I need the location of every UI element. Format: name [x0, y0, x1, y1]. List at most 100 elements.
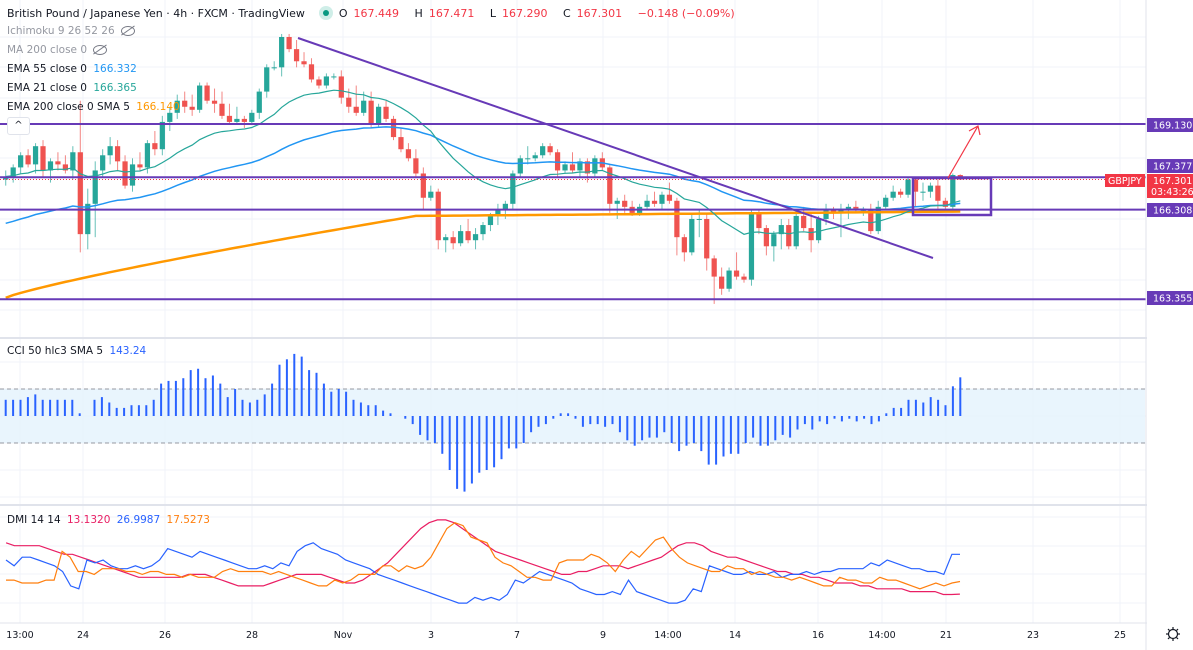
candle[interactable] — [234, 106, 240, 125]
candle[interactable] — [331, 73, 337, 80]
candle[interactable] — [607, 164, 613, 213]
candle[interactable] — [197, 82, 203, 113]
candle[interactable] — [182, 91, 188, 113]
candle[interactable] — [525, 146, 531, 165]
candle[interactable] — [540, 143, 546, 159]
candle[interactable] — [942, 197, 948, 210]
candle[interactable] — [189, 94, 195, 116]
indicator-ema200[interactable]: EMA 200 close 0 SMA 5 166.140 — [7, 101, 180, 113]
symbol-title[interactable]: British Pound / Japanese Yen · 4h · FXCM… — [7, 6, 305, 20]
candle[interactable] — [801, 206, 807, 232]
indicator-ichimoku[interactable]: Ichimoku 9 26 52 26 — [7, 25, 135, 37]
candle[interactable] — [159, 115, 165, 156]
candle[interactable] — [443, 234, 449, 253]
candle[interactable] — [577, 158, 583, 177]
candle[interactable] — [301, 52, 307, 68]
candle[interactable] — [47, 158, 54, 183]
candle[interactable] — [174, 94, 180, 119]
candle[interactable] — [398, 127, 404, 153]
candle[interactable] — [256, 88, 262, 119]
candle[interactable] — [264, 64, 270, 98]
candle[interactable] — [614, 197, 620, 219]
candle[interactable] — [905, 176, 911, 198]
candle[interactable] — [458, 225, 464, 247]
candle[interactable] — [129, 158, 136, 192]
candle[interactable] — [323, 73, 330, 89]
price-pane[interactable] — [0, 33, 1146, 304]
candle[interactable] — [204, 82, 210, 104]
candle[interactable] — [219, 91, 225, 119]
candle[interactable] — [547, 143, 553, 156]
candle[interactable] — [271, 61, 277, 71]
candle[interactable] — [733, 252, 740, 280]
candle[interactable] — [167, 106, 173, 132]
candle[interactable] — [778, 218, 784, 250]
candle[interactable] — [674, 197, 680, 256]
candle[interactable] — [107, 137, 113, 165]
candle[interactable] — [719, 267, 725, 295]
market-status-icon[interactable] — [318, 6, 333, 20]
candle[interactable] — [711, 255, 717, 304]
candle[interactable] — [659, 191, 665, 210]
downtrend-line[interactable] — [297, 37, 934, 259]
candle[interactable] — [435, 188, 441, 250]
candle[interactable] — [815, 215, 822, 244]
consolidation-box[interactable] — [911, 176, 993, 217]
indicator-ma200[interactable]: MA 200 close 0 — [7, 44, 108, 56]
candle[interactable] — [211, 88, 218, 113]
candle[interactable] — [405, 143, 412, 162]
candle[interactable] — [92, 161, 98, 238]
candle[interactable] — [584, 158, 591, 183]
candle[interactable] — [308, 58, 315, 83]
candle[interactable] — [883, 194, 889, 210]
candle[interactable] — [450, 231, 456, 250]
candle[interactable] — [644, 194, 650, 210]
candle[interactable] — [100, 149, 106, 177]
candle[interactable] — [517, 155, 523, 177]
candle[interactable] — [898, 188, 904, 198]
candle[interactable] — [868, 203, 874, 235]
candle[interactable] — [62, 155, 68, 174]
candle[interactable] — [286, 33, 292, 53]
candle[interactable] — [55, 152, 61, 171]
candle[interactable] — [353, 85, 359, 116]
candle[interactable] — [890, 185, 896, 201]
settings-gear-icon[interactable] — [1166, 627, 1180, 641]
candle[interactable] — [689, 212, 695, 256]
candle[interactable] — [875, 200, 881, 235]
candle[interactable] — [390, 115, 397, 141]
candle[interactable] — [249, 109, 255, 125]
candle[interactable] — [10, 164, 16, 183]
candle[interactable] — [726, 267, 732, 292]
candle[interactable] — [25, 149, 31, 168]
candle[interactable] — [681, 234, 687, 262]
candle[interactable] — [361, 91, 367, 116]
candle[interactable] — [32, 143, 39, 174]
candle[interactable] — [748, 209, 755, 286]
hidden-eye-icon[interactable] — [93, 45, 108, 55]
candle[interactable] — [771, 231, 777, 262]
candle[interactable] — [465, 218, 471, 244]
candle[interactable] — [599, 152, 605, 171]
candle[interactable] — [383, 100, 389, 122]
projection-arrow[interactable] — [947, 125, 979, 179]
candle[interactable] — [704, 212, 710, 271]
candle[interactable] — [241, 115, 247, 128]
candle[interactable] — [18, 152, 24, 174]
candle[interactable] — [70, 146, 76, 180]
candle[interactable] — [793, 209, 799, 250]
collapse-legend-button[interactable]: ^ — [7, 117, 30, 135]
candle[interactable] — [666, 182, 673, 204]
cci-legend[interactable]: CCI 50 hlc3 SMA 5 143.24 — [7, 345, 146, 357]
candle[interactable] — [293, 40, 300, 68]
candle[interactable] — [226, 103, 233, 125]
candle[interactable] — [137, 152, 143, 171]
candle[interactable] — [592, 155, 598, 177]
candle[interactable] — [480, 222, 486, 241]
candle[interactable] — [912, 176, 919, 207]
indicator-ema55[interactable]: EMA 55 close 0 166.332 — [7, 63, 137, 75]
candle[interactable] — [741, 273, 747, 283]
dmi-legend[interactable]: DMI 14 14 13.1320 26.9987 17.5273 — [7, 514, 210, 526]
candle[interactable] — [413, 149, 419, 177]
